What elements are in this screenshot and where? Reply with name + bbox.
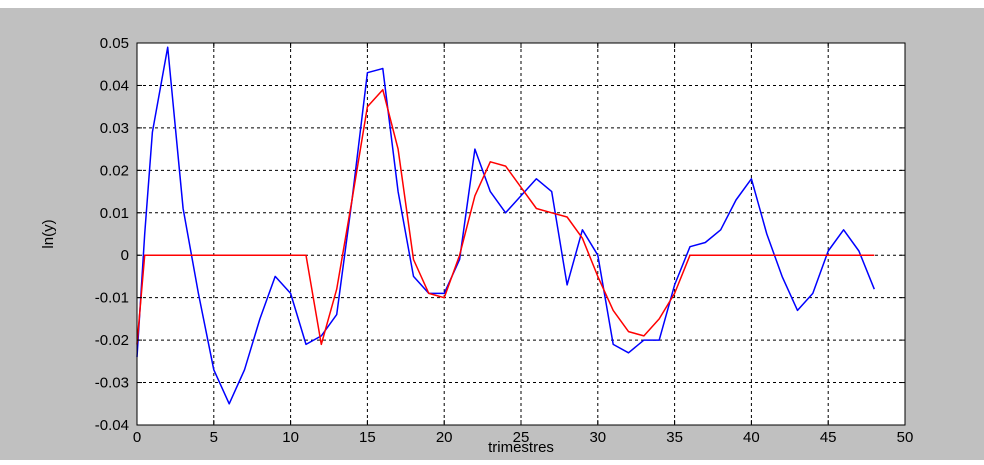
y-tick-label: 0.04 xyxy=(100,77,129,94)
x-tick-label: 45 xyxy=(820,429,837,446)
x-tick-label: 25 xyxy=(513,429,530,446)
x-tick-label: 35 xyxy=(666,429,683,446)
series-line-1 xyxy=(136,46,875,405)
y-tick-label: -0.04 xyxy=(95,417,129,434)
x-tick-label: 15 xyxy=(359,429,376,446)
x-tick-label: 40 xyxy=(743,429,760,446)
y-tick-label: -0.03 xyxy=(95,375,129,392)
y-tick-label: 0 xyxy=(121,247,129,264)
y-tick-label: 0.02 xyxy=(100,162,129,179)
x-tick-label: 50 xyxy=(897,429,914,446)
y-tick-label: -0.01 xyxy=(95,290,129,307)
x-tick-label: 10 xyxy=(282,429,299,446)
x-tick-label: 30 xyxy=(589,429,606,446)
y-tick-label: 0.03 xyxy=(100,120,129,137)
x-axis-label: trimestres xyxy=(488,439,554,456)
x-tick-label: 0 xyxy=(133,429,141,446)
series-layer xyxy=(136,46,875,405)
series-line-2 xyxy=(136,88,875,346)
axis-ticks: 0 5 10 15 20 25 30 35 40 45 50 -0.04 -0.03 -0.02 -0.01… xyxy=(95,35,914,446)
figure-window: 0 5 10 15 20 25 30 35 40 45 50 -0.04 -0.03 -0.02 -0.01… xyxy=(0,8,984,460)
y-tick-label: -0.02 xyxy=(95,332,129,349)
y-tick-label: 0.05 xyxy=(100,35,129,52)
y-tick-label: 0.01 xyxy=(100,205,129,222)
x-tick-label: 20 xyxy=(436,429,453,446)
x-tick-label: 5 xyxy=(210,429,218,446)
y-axis-label: ln(y) xyxy=(40,219,57,248)
line-chart: 0 5 10 15 20 25 30 35 40 45 50 -0.04 -0.03 -0.02 -0.01… xyxy=(0,8,984,460)
